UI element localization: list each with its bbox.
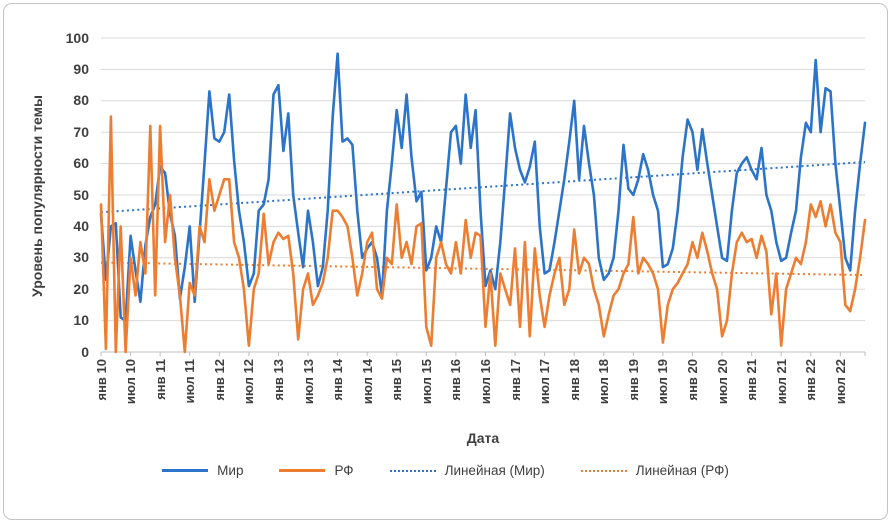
series-line-rf xyxy=(99,115,867,354)
x-tick-label: янв 16 xyxy=(448,359,464,401)
plot-area xyxy=(99,37,867,356)
x-tick-label: июл 12 xyxy=(241,359,257,405)
legend-item-trend-rf: Линейная (РФ) xyxy=(580,463,729,478)
legend-label-trend-rf: Линейная (РФ) xyxy=(635,463,729,478)
x-tick-label: янв 21 xyxy=(744,359,760,401)
y-tick-label: 10 xyxy=(73,312,89,329)
y-tick-label: 20 xyxy=(73,280,89,297)
x-tick-label: янв 22 xyxy=(803,359,819,401)
x-tick-label: июл 21 xyxy=(773,359,789,405)
y-tick-label: 90 xyxy=(73,60,89,77)
legend-swatch-rf xyxy=(279,469,326,472)
x-tick-label: июл 20 xyxy=(714,359,730,405)
x-tick-label: июл 18 xyxy=(596,359,612,405)
x-tick-label: июл 22 xyxy=(832,359,848,405)
x-tick-label: янв 19 xyxy=(625,359,641,401)
chart-area: Уровень популярности темы 0 10 20 30 40 50 60 7… xyxy=(5,5,886,518)
chart-frame: Уровень популярности темы 0 10 20 30 40 50 60 7… xyxy=(3,3,888,520)
x-tick-label: июл 11 xyxy=(182,359,198,404)
x-tick-label: янв 11 xyxy=(152,359,168,400)
x-tick-label: июл 17 xyxy=(537,359,553,405)
y-tick-label: 80 xyxy=(73,92,89,109)
legend-label-trend-mir: Линейная (Мир) xyxy=(444,463,545,478)
legend-swatch-mir xyxy=(162,469,209,472)
x-tick-label: янв 14 xyxy=(330,359,346,401)
legend-item-rf: РФ xyxy=(279,463,354,478)
legend-label-rf: РФ xyxy=(334,463,354,478)
legend: Мир РФ Линейная (Мир) Линейная (РФ) xyxy=(5,463,886,478)
x-tick-label: янв 15 xyxy=(389,359,405,401)
x-tick-label: июл 19 xyxy=(655,359,671,405)
y-tick-label: 60 xyxy=(73,155,89,172)
x-tick-label: янв 13 xyxy=(270,359,286,401)
x-tick-label: янв 17 xyxy=(507,359,523,401)
x-tick-label: июл 16 xyxy=(477,359,493,405)
x-tick-label: июл 15 xyxy=(418,359,434,405)
x-tick-label: июл 14 xyxy=(359,359,375,405)
y-tick-label: 30 xyxy=(73,249,89,266)
legend-item-mir: Мир xyxy=(162,463,243,478)
x-tick-label: янв 10 xyxy=(93,359,109,401)
legend-swatch-trend-rf xyxy=(580,469,627,472)
y-tick-label: 70 xyxy=(73,123,89,140)
x-axis-title: Дата xyxy=(466,430,500,446)
legend-swatch-trend-mir xyxy=(389,469,436,472)
y-tick-label: 40 xyxy=(73,217,89,234)
x-tick-label: янв 20 xyxy=(684,359,700,401)
legend-label-mir: Мир xyxy=(217,463,244,478)
y-tick-label: 0 xyxy=(81,343,89,360)
legend-item-trend-mir: Линейная (Мир) xyxy=(389,463,545,478)
y-tick-label: 100 xyxy=(65,29,89,46)
x-tick-label: июл 10 xyxy=(123,359,139,405)
x-tick-label: янв 12 xyxy=(211,359,227,401)
y-tick-label: 50 xyxy=(73,186,89,203)
series-line-mir xyxy=(99,52,867,322)
x-tick-label: июл 13 xyxy=(300,359,316,405)
x-tick-label: янв 18 xyxy=(566,359,582,401)
